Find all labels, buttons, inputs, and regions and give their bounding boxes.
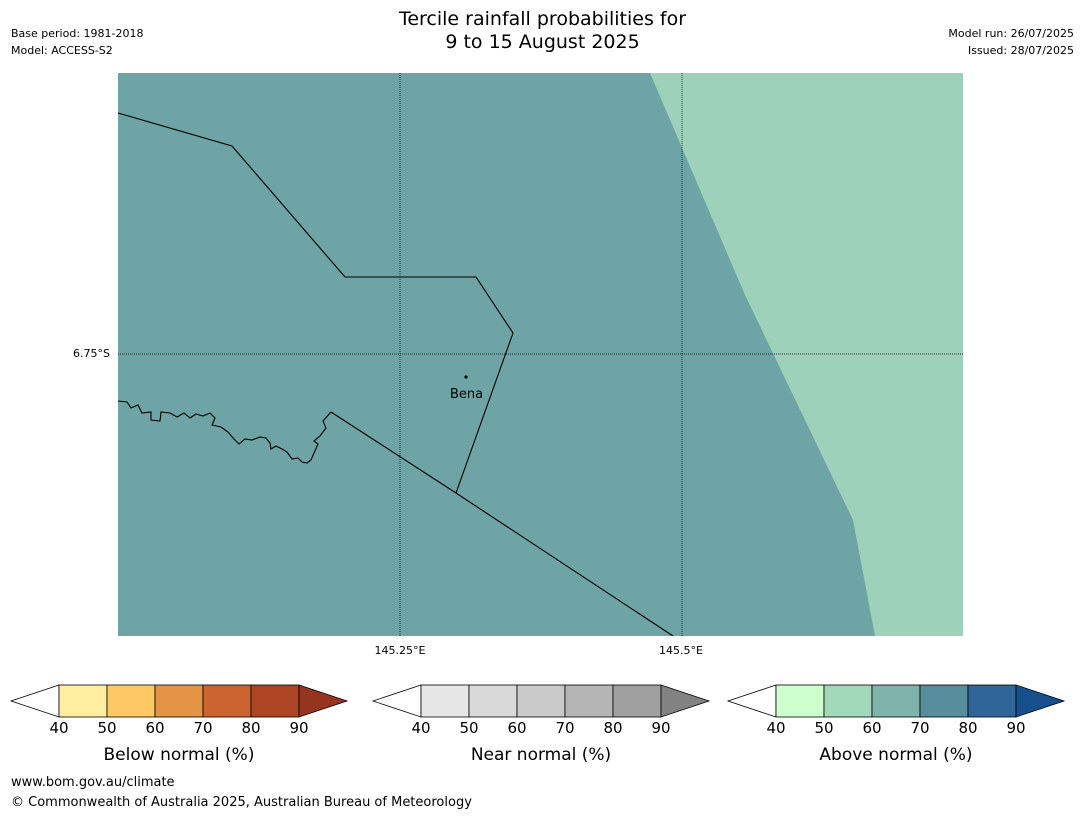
lat-label: 6.75°S bbox=[73, 347, 110, 360]
colorbar-2-segment-1 bbox=[823, 684, 873, 718]
colorbar-1-segment-2 bbox=[516, 684, 566, 718]
colorbars bbox=[9, 684, 1066, 718]
colorbar-0-tick-80: 80 bbox=[241, 719, 261, 737]
colorbar-2-tick-80: 80 bbox=[958, 719, 978, 737]
colorbar-1-tick-90: 90 bbox=[651, 719, 671, 737]
colorbar-0-tick-70: 70 bbox=[193, 719, 213, 737]
lon-label-145-5: 145.5°E bbox=[659, 644, 703, 657]
colorbar-2-tick-40: 40 bbox=[766, 719, 786, 737]
colorbar-1-tick-70: 70 bbox=[555, 719, 575, 737]
colorbar-2-title: Above normal (%) bbox=[819, 745, 973, 765]
colorbar-0-segment-3 bbox=[202, 684, 252, 718]
river-boundary bbox=[118, 400, 332, 464]
province-boundary-north bbox=[118, 112, 514, 494]
colorbar-0-segment-1 bbox=[106, 684, 156, 718]
colorbar-1-title: Near normal (%) bbox=[470, 745, 612, 765]
colorbar-0-segment-0 bbox=[58, 684, 108, 718]
region-above-normal-50-60 bbox=[650, 73, 963, 636]
model-run-text: Model run: 26/07/2025 bbox=[948, 27, 1074, 40]
colorbar-2-tick-90: 90 bbox=[1006, 719, 1026, 737]
colorbar-2-tick-70: 70 bbox=[910, 719, 930, 737]
lon-label-145-25: 145.25°E bbox=[374, 644, 426, 657]
colorbar-0-segment-2 bbox=[154, 684, 204, 718]
colorbar-0-tick-90: 90 bbox=[289, 719, 309, 737]
issued-text: Issued: 28/07/2025 bbox=[967, 44, 1074, 57]
colorbar-2-tick-50: 50 bbox=[814, 719, 834, 737]
colorbar-1-high-extension bbox=[660, 684, 711, 718]
colorbar-0-low-extension bbox=[9, 684, 60, 718]
title-line-1: Tercile rainfall probabilities for bbox=[398, 8, 687, 30]
footer-copyright: © Commonwealth of Australia 2025, Austra… bbox=[11, 795, 472, 810]
meta-left: Base period: 1981-2018 Model: ACCESS-S2 bbox=[11, 25, 143, 59]
colorbar-0-high-extension bbox=[298, 684, 349, 718]
model-text: Model: ACCESS-S2 bbox=[11, 44, 113, 57]
colorbar-1-segment-3 bbox=[564, 684, 614, 718]
map-panel bbox=[118, 73, 963, 636]
colorbar-0-tick-40: 40 bbox=[49, 719, 69, 737]
place-label-bena: Bena bbox=[450, 387, 484, 402]
colorbar-1-segment-4 bbox=[612, 684, 662, 718]
title-line-2: 9 to 15 August 2025 bbox=[445, 31, 640, 53]
colorbar-1-tick-50: 50 bbox=[459, 719, 479, 737]
colorbar-0-tick-60: 60 bbox=[145, 719, 165, 737]
colorbar-2-segment-0 bbox=[775, 684, 825, 718]
base-period-text: Base period: 1981-2018 bbox=[11, 27, 144, 40]
colorbar-2-tick-60: 60 bbox=[862, 719, 882, 737]
colorbar-1-segment-1 bbox=[468, 684, 518, 718]
colorbar-2-low-extension bbox=[726, 684, 777, 718]
colorbar-0-segment-4 bbox=[250, 684, 300, 718]
colorbar-0-title: Below normal (%) bbox=[103, 745, 255, 765]
province-boundary-south bbox=[330, 411, 674, 636]
colorbar-2-segment-3 bbox=[919, 684, 969, 718]
colorbar-2-segment-4 bbox=[967, 684, 1017, 718]
colorbar-2-segment-2 bbox=[871, 684, 921, 718]
meta-right: Model run: 26/07/2025 Issued: 28/07/2025 bbox=[948, 25, 1074, 59]
colorbar-1-tick-80: 80 bbox=[603, 719, 623, 737]
colorbar-0-tick-50: 50 bbox=[97, 719, 117, 737]
colorbar-2-high-extension bbox=[1015, 684, 1066, 718]
town-marker-icon bbox=[464, 375, 468, 379]
colorbar-1-segment-0 bbox=[420, 684, 470, 718]
chart-title: Tercile rainfall probabilities for 9 to … bbox=[0, 8, 1085, 54]
footer-url[interactable]: www.bom.gov.au/climate bbox=[11, 775, 175, 790]
colorbar-1-tick-40: 40 bbox=[411, 719, 431, 737]
colorbar-1-tick-60: 60 bbox=[507, 719, 527, 737]
colorbar-1-low-extension bbox=[371, 684, 422, 718]
